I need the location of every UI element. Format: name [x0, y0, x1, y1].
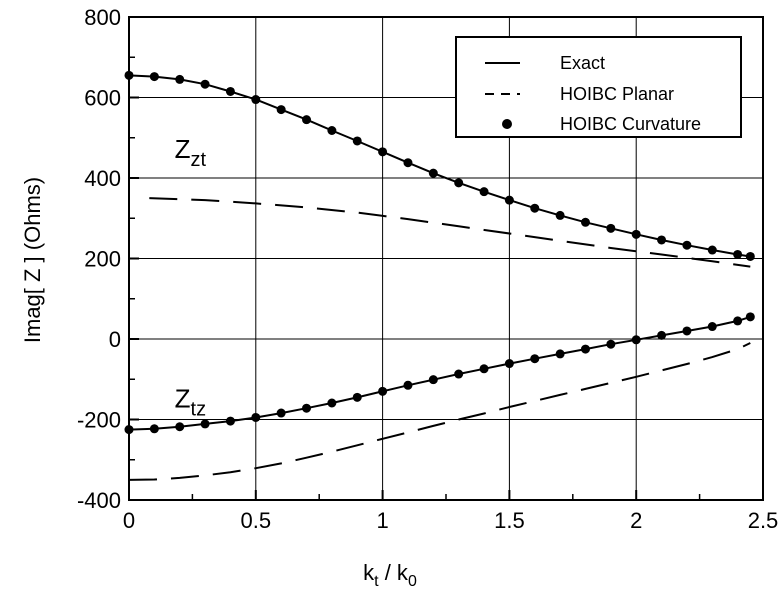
series-hoibc-curvature-zzt-point	[403, 158, 413, 168]
legend-label-planar: HOIBC Planar	[560, 84, 674, 104]
series-hoibc-curvature-zzt-point	[479, 187, 489, 197]
series-hoibc-curvature-ztz-point	[657, 330, 667, 340]
series-hoibc-curvature-ztz-point	[225, 416, 235, 426]
annotation-main: Z	[175, 383, 191, 413]
series-hoibc-curvature-zzt-point	[276, 105, 286, 115]
series-hoibc-curvature-zzt-point	[530, 203, 540, 213]
y-tick-label: -200	[77, 408, 121, 433]
tick-labels: 0 0.5 1 1.5 2 2.5 -400 -200 0 200 400 600 800	[77, 5, 778, 533]
x-label-k: k	[363, 560, 375, 585]
y-tick-label: 200	[84, 247, 121, 272]
x-tick-label: 0	[123, 508, 135, 533]
series-hoibc-curvature-ztz-point	[745, 312, 755, 322]
x-label-sub-0: 0	[408, 573, 417, 590]
series-hoibc-curvature-zzt-point	[504, 195, 514, 205]
y-tick-label: 0	[109, 327, 121, 352]
series-hoibc-curvature-ztz-point	[606, 339, 616, 349]
legend-dot-sample	[502, 119, 512, 129]
legend-label-exact: Exact	[560, 53, 605, 73]
series-hoibc-curvature-zzt-point	[225, 86, 235, 96]
series-hoibc-curvature-ztz-point	[479, 364, 489, 374]
series-hoibc-curvature-ztz-point	[530, 354, 540, 364]
series-hoibc-curvature-ztz-point	[302, 403, 312, 413]
series-hoibc-curvature-zzt-point	[657, 235, 667, 245]
series-hoibc-curvature-zzt-point	[745, 251, 755, 261]
legend: Exact HOIBC Planar HOIBC Curvature	[455, 36, 742, 138]
series-hoibc-curvature-ztz-point	[327, 398, 337, 408]
series-hoibc-curvature-zzt-point	[631, 229, 641, 239]
series-hoibc-curvature-ztz-point	[454, 369, 464, 379]
series-hoibc-curvature-zzt-point	[580, 217, 590, 227]
series-hoibc-curvature-ztz-point	[276, 408, 286, 418]
x-tick-label: 2	[630, 508, 642, 533]
series-hoibc-curvature-zzt-point	[327, 126, 337, 136]
series-hoibc-planar-zzt-line	[149, 197, 751, 268]
series-hoibc-curvature-ztz-point	[504, 359, 514, 369]
annotation-main: Z	[175, 134, 191, 164]
series-hoibc-curvature-ztz-point	[682, 326, 692, 336]
series-hoibc-curvature-ztz-point	[251, 412, 261, 422]
series-hoibc-curvature-zzt-point	[428, 168, 438, 178]
x-axis-label: kt / k0	[363, 560, 417, 590]
series-hoibc-curvature-zzt-point	[733, 249, 743, 259]
series-hoibc-curvature-ztz-point	[580, 344, 590, 354]
series-hoibc-curvature-ztz-point	[403, 380, 413, 390]
series-hoibc-curvature-zzt-point	[555, 210, 565, 220]
annotation-subscript: zt	[191, 149, 207, 171]
ticks	[128, 16, 764, 501]
y-tick-label: 800	[84, 5, 121, 30]
series-hoibc-curvature-ztz-point	[149, 424, 159, 434]
series-hoibc-curvature-ztz-point	[631, 335, 641, 345]
y-axis-label: Imag[ Z ] (Ohms)	[20, 177, 45, 343]
y-tick-label: 400	[84, 166, 121, 191]
series-hoibc-curvature-zzt-point	[682, 240, 692, 250]
legend-label-curvature: HOIBC Curvature	[560, 114, 701, 134]
series-hoibc-curvature-ztz-point	[555, 349, 565, 359]
series-hoibc-curvature-ztz-point	[175, 422, 185, 432]
series-hoibc-curvature-zzt-point	[200, 79, 210, 89]
series-hoibc-curvature-zzt-point	[606, 223, 616, 233]
series-hoibc-curvature-zzt-point	[251, 95, 261, 105]
x-tick-label: 0.5	[241, 508, 272, 533]
series-hoibc-curvature-zzt-point	[302, 115, 312, 125]
y-tick-label: 600	[84, 86, 121, 111]
series-hoibc-curvature-ztz-point	[733, 316, 743, 326]
x-tick-label: 1	[376, 508, 388, 533]
series-hoibc-curvature-zzt-point	[454, 178, 464, 188]
y-tick-label: -400	[77, 488, 121, 513]
x-tick-label: 2.5	[748, 508, 779, 533]
series-hoibc-curvature-zzt-point	[352, 136, 362, 146]
series-exact-ztz-line	[128, 315, 751, 431]
series-hoibc-curvature-ztz-point	[352, 392, 362, 402]
series-hoibc-curvature-ztz-point	[707, 322, 717, 332]
series-hoibc-curvature-zzt-point	[175, 74, 185, 84]
annotation-subscript: tz	[191, 398, 207, 420]
legend-box	[455, 36, 742, 138]
series-hoibc-curvature-zzt-point	[378, 147, 388, 157]
x-tick-label: 1.5	[494, 508, 525, 533]
series-hoibc-curvature-zzt-point	[149, 72, 159, 82]
x-label-mid: / k	[379, 560, 409, 585]
series-hoibc-curvature-zzt-point	[707, 245, 717, 255]
annotation-zzt: Zzt	[175, 134, 207, 171]
series-hoibc-curvature-ztz-point	[428, 375, 438, 385]
series-hoibc-curvature-ztz-point	[200, 419, 210, 429]
x-label-sub-t: t	[374, 573, 379, 590]
series-hoibc-curvature-ztz-point	[378, 386, 388, 396]
annotation-ztz: Ztz	[175, 383, 206, 420]
series-hoibc-planar-ztz-line	[128, 342, 751, 481]
